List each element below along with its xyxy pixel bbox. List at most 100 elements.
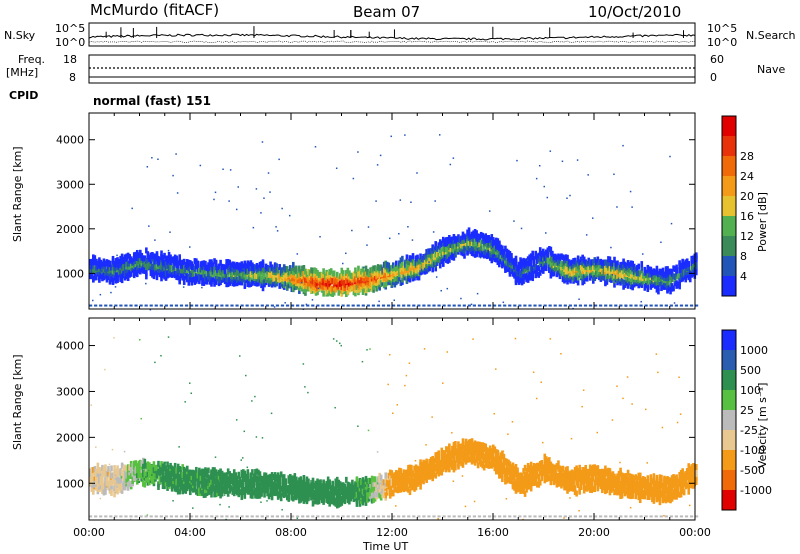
- echo-cell: [387, 479, 391, 486]
- echo-cell: [485, 462, 489, 469]
- echo-cell: [219, 472, 222, 479]
- echo-cell: [205, 481, 209, 488]
- echo-cell: [292, 475, 295, 482]
- echo-cell: [225, 476, 228, 483]
- echo-cell: [410, 484, 413, 491]
- echo-cell: [258, 471, 262, 478]
- echo-cell: [637, 270, 641, 277]
- echo-cell: [488, 453, 492, 460]
- echo-cell: [554, 264, 557, 271]
- echo-cell: [293, 485, 297, 492]
- echo-cell: [275, 474, 278, 481]
- echo-cell: [575, 269, 578, 276]
- echo-cell: [537, 271, 541, 278]
- echo-cell: [560, 264, 563, 271]
- scatter-cell: [493, 413, 496, 415]
- echo-cell: [132, 469, 136, 476]
- echo-cell: [232, 469, 236, 476]
- scatter-cell: [660, 241, 662, 244]
- echo-cell: [364, 491, 368, 498]
- echo-cell: [448, 464, 451, 471]
- echo-cell: [310, 267, 313, 274]
- echo-cell: [231, 265, 235, 272]
- echo-cell: [373, 484, 377, 491]
- echo-cell: [646, 278, 650, 285]
- echo-cell: [417, 466, 421, 473]
- echo-cell: [238, 476, 242, 483]
- echo-cell: [511, 258, 515, 265]
- echo-cell: [352, 484, 356, 491]
- ground-cell: [553, 304, 557, 307]
- echo-cell: [238, 262, 242, 269]
- echo-cell: [601, 273, 604, 280]
- echo-cell: [551, 250, 554, 257]
- ground-cell: [649, 304, 653, 307]
- echo-cell: [585, 261, 589, 268]
- echo-cell: [510, 259, 513, 266]
- echo-cell: [635, 265, 639, 272]
- echo-cell: [128, 263, 131, 270]
- echo-cell: [429, 251, 433, 258]
- echo-cell: [396, 487, 400, 494]
- echo-cell: [264, 276, 268, 283]
- echo-cell: [476, 462, 480, 469]
- echo-cell: [199, 474, 203, 481]
- echo-cell: [381, 276, 384, 283]
- echo-cell: [591, 259, 595, 266]
- scatter-cell: [116, 254, 118, 257]
- scatter-cell: [476, 292, 479, 295]
- echo-cell: [170, 465, 174, 472]
- echo-cell: [448, 234, 451, 241]
- echo-cell: [92, 476, 95, 483]
- echo-cell: [408, 464, 412, 471]
- scatter-cell: [669, 155, 671, 158]
- echo-cell: [314, 276, 318, 283]
- echo-cell: [225, 472, 228, 479]
- echo-cell: [242, 482, 245, 489]
- echo-cell: [201, 480, 204, 487]
- scatter-cell: [411, 239, 414, 241]
- echo-cell: [207, 262, 210, 269]
- echo-cell: [575, 264, 578, 271]
- echo-cell: [566, 254, 569, 261]
- echo-cell: [337, 479, 341, 486]
- echo-cell: [405, 257, 409, 264]
- echo-cell: [304, 282, 307, 289]
- echo-cell: [319, 494, 322, 501]
- echo-cell: [107, 466, 110, 473]
- scatter-cell: [178, 446, 180, 448]
- echo-cell: [463, 233, 466, 240]
- echo-cell: [104, 464, 107, 471]
- echo-cell: [148, 468, 151, 475]
- echo-cell: [90, 467, 94, 474]
- echo-cell: [508, 266, 512, 273]
- echo-cell: [167, 267, 171, 274]
- echo-cell: [372, 286, 375, 293]
- echo-cell: [187, 469, 191, 476]
- echo-cell: [605, 267, 609, 274]
- echo-cell: [651, 279, 654, 286]
- ground-cell: [614, 304, 618, 307]
- echo-cell: [602, 259, 606, 266]
- echo-cell: [142, 463, 145, 470]
- echo-cell: [528, 260, 531, 267]
- echo-cell: [269, 277, 272, 284]
- echo-cell: [452, 247, 456, 254]
- echo-cell: [131, 470, 135, 477]
- echo-cell: [519, 257, 522, 264]
- echo-cell: [332, 289, 336, 296]
- echo-cell: [478, 456, 481, 463]
- echo-cell: [493, 253, 497, 260]
- scatter-cell: [213, 198, 215, 201]
- echo-cell: [234, 481, 238, 488]
- echo-cell: [401, 472, 404, 479]
- echo-cell: [142, 457, 145, 464]
- scatter-cell: [399, 199, 402, 201]
- echo-cell: [302, 283, 306, 290]
- echo-cell: [275, 482, 278, 489]
- echo-cell: [640, 279, 644, 286]
- echo-cell: [357, 276, 360, 283]
- echo-cell: [120, 258, 124, 265]
- echo-cell: [576, 279, 580, 286]
- echo-cell: [655, 275, 659, 282]
